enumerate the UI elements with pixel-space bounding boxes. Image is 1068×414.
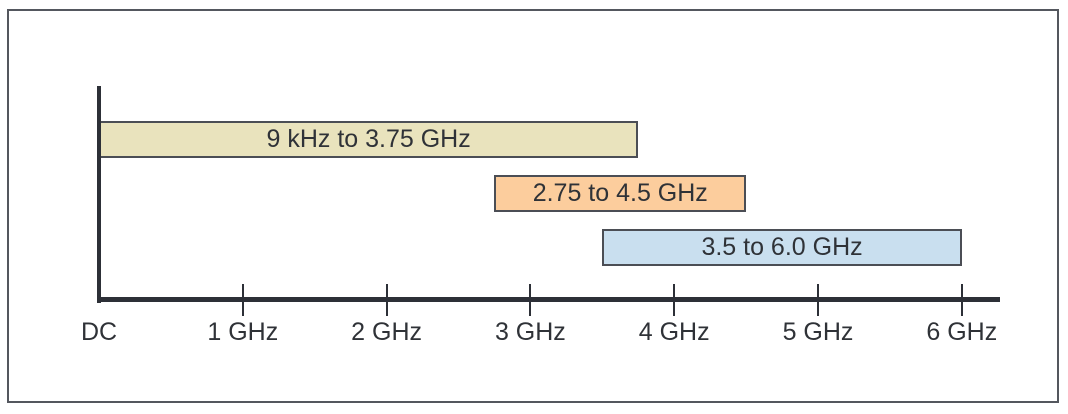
band-bar-9khz-to-3-75ghz: 9 kHz to 3.75 GHz bbox=[99, 121, 639, 158]
tick-label-dc: DC bbox=[80, 318, 118, 346]
band-label: 3.5 to 6.0 GHz bbox=[701, 233, 863, 261]
x-axis-line bbox=[97, 297, 1000, 302]
tick-label-3ghz: 3 GHz bbox=[494, 318, 566, 346]
tick-label-6ghz: 6 GHz bbox=[926, 318, 998, 346]
band-label: 2.75 to 4.5 GHz bbox=[532, 179, 708, 207]
band-label: 9 kHz to 3.75 GHz bbox=[266, 125, 471, 153]
band-bar-2-75-to-4-5ghz: 2.75 to 4.5 GHz bbox=[494, 175, 747, 212]
band-bar-3-5-to-6-0ghz: 3.5 to 6.0 GHz bbox=[602, 229, 962, 266]
tick-label-4ghz: 4 GHz bbox=[638, 318, 710, 346]
y-axis-line bbox=[97, 86, 101, 303]
tick-label-2ghz: 2 GHz bbox=[351, 318, 423, 346]
tick-label-1ghz: 1 GHz bbox=[207, 318, 279, 346]
chart-area: 9 kHz to 3.75 GHz 2.75 to 4.5 GHz 3.5 to… bbox=[9, 11, 1057, 401]
figure-frame: 9 kHz to 3.75 GHz 2.75 to 4.5 GHz 3.5 to… bbox=[7, 9, 1059, 403]
tick-label-5ghz: 5 GHz bbox=[782, 318, 854, 346]
